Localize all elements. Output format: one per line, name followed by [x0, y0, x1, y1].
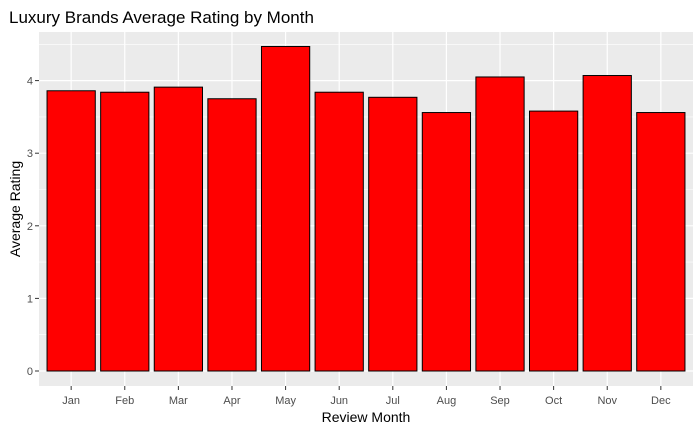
- bar-jan: [46, 90, 96, 372]
- x-tick-label: Apr: [223, 395, 240, 407]
- y-axis: 0 1 2 3 4: [27, 76, 39, 378]
- y-tick-label: 2: [27, 221, 33, 233]
- x-axis: Jan Feb Mar Apr May Jun Jul Aug Sep Oct Nov Dec: [62, 386, 671, 407]
- bar-dec: [636, 112, 686, 372]
- bar-feb: [100, 91, 150, 372]
- x-tick-label: Jul: [386, 395, 400, 407]
- x-tick-label: Feb: [115, 395, 134, 407]
- x-tick-label: Jan: [62, 395, 80, 407]
- x-axis-title: Review Month: [322, 409, 411, 425]
- x-tick-label: Jun: [330, 395, 348, 407]
- x-tick-label: May: [275, 395, 296, 407]
- y-tick-label: 1: [27, 293, 33, 305]
- y-axis-title: Average Rating: [7, 161, 23, 257]
- x-tick-label: Dec: [651, 395, 671, 407]
- y-tick-label: 3: [27, 148, 33, 160]
- bar-oct: [529, 110, 579, 372]
- bar-jun: [314, 91, 364, 372]
- x-tick-label: Oct: [545, 395, 562, 407]
- y-tick-label: 4: [27, 76, 33, 88]
- x-tick-label: Nov: [597, 395, 617, 407]
- y-tick-label: 0: [27, 366, 33, 378]
- x-tick-label: Aug: [437, 395, 457, 407]
- bar-may: [260, 45, 311, 372]
- bar-apr: [207, 98, 257, 372]
- bar-jul: [368, 96, 418, 372]
- chart-title: Luxury Brands Average Rating by Month: [9, 8, 314, 27]
- x-tick-label: Mar: [169, 395, 188, 407]
- bar-sep: [475, 76, 525, 372]
- bar-mar: [153, 86, 204, 372]
- bar-nov: [582, 75, 632, 372]
- bar-aug: [421, 112, 472, 372]
- bars: [46, 45, 686, 372]
- x-tick-label: Sep: [490, 395, 510, 407]
